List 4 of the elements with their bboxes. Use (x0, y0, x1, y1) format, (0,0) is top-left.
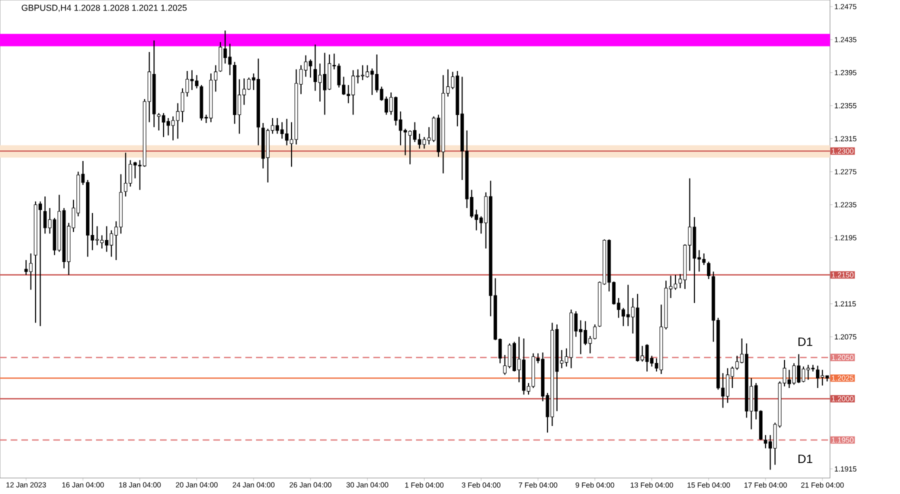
candlestick (706, 261, 710, 280)
annotation: D1 (798, 454, 812, 464)
chart-title: GBPUSD,H4 1.2028 1.2028 1.2021 1.2025 (22, 4, 187, 12)
annotation: D1 (798, 338, 812, 346)
